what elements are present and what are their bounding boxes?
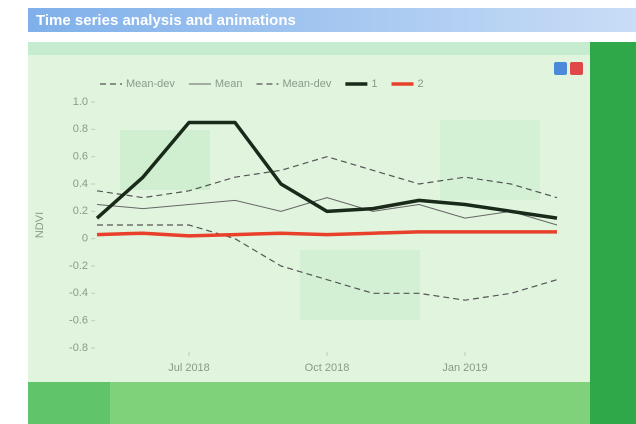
y-axis-label: NDVI <box>34 212 46 238</box>
y-tick-label: -0.4 <box>69 287 88 299</box>
legend-label: Mean <box>215 78 243 90</box>
chart-panel <box>28 55 590 382</box>
legend-label: Mean-dev <box>126 78 175 90</box>
y-tick-label: 0.6 <box>73 151 88 163</box>
legend-label: Mean-dev <box>282 78 331 90</box>
chart: Time series analysis and animations NDVI… <box>0 0 636 424</box>
map-strip <box>110 382 590 424</box>
x-tick-label: Jan 2019 <box>442 362 487 374</box>
y-tick-label: 1.0 <box>73 96 88 108</box>
map-dark <box>590 42 636 424</box>
y-tick-label: 0.8 <box>73 123 88 135</box>
legend-label: 2 <box>418 78 424 90</box>
legend-label: 1 <box>371 78 377 90</box>
export-button[interactable] <box>554 62 567 75</box>
x-tick-label: Jul 2018 <box>168 362 210 374</box>
y-tick-label: -0.8 <box>69 342 88 354</box>
y-tick-label: -0.6 <box>69 315 88 327</box>
subheader <box>28 32 268 42</box>
y-tick-label: 0 <box>82 233 88 245</box>
y-tick-label: 0.4 <box>73 178 88 190</box>
y-tick-label: 0.2 <box>73 205 88 217</box>
x-tick-label: Oct 2018 <box>305 362 350 374</box>
y-tick-label: -0.2 <box>69 260 88 272</box>
header-title: Time series analysis and animations <box>36 12 296 29</box>
app: Time series analysis and animations NDVI… <box>0 0 636 424</box>
close-button[interactable] <box>570 62 583 75</box>
